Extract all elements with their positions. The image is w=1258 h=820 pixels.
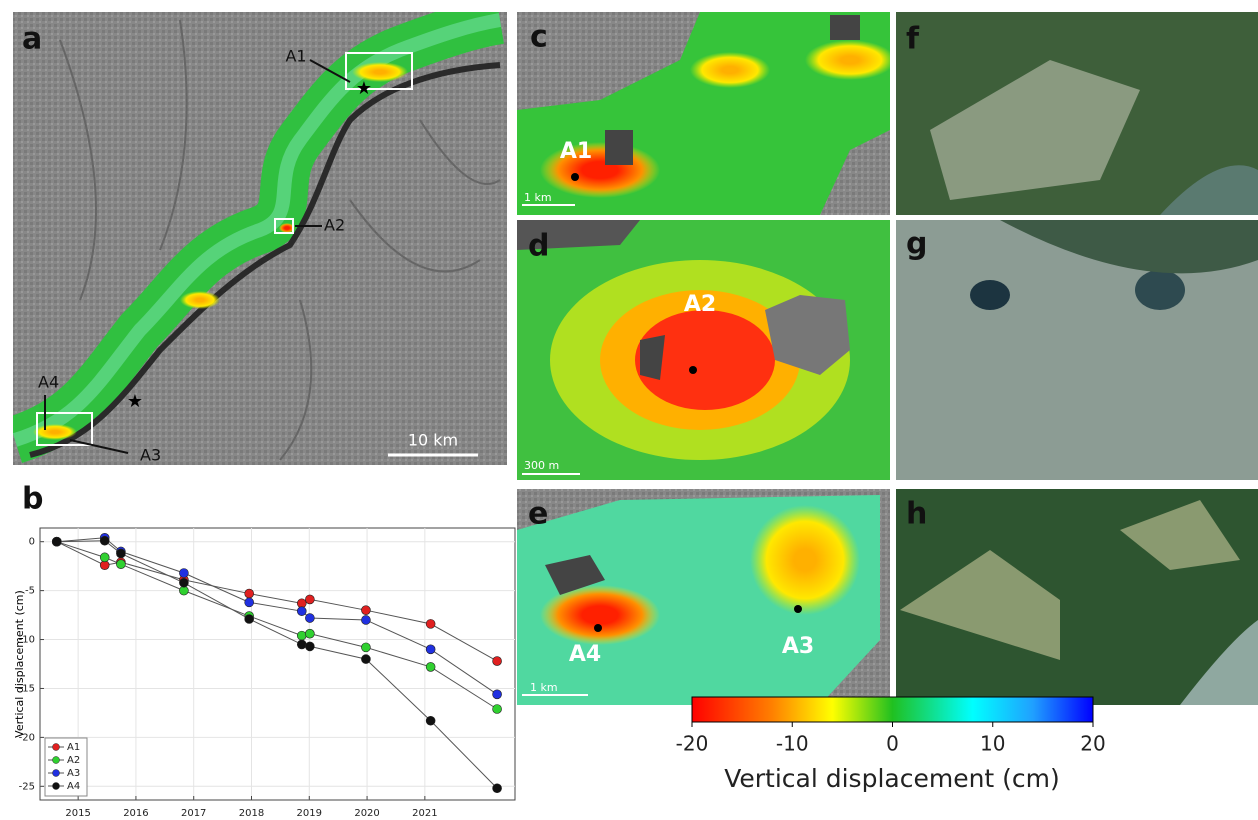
data-point <box>179 578 188 587</box>
figure: ★ ★ a A1 A2 A3 A4 10 km c A1 1 km d A2 3… <box>0 0 1258 820</box>
data-point <box>361 606 370 615</box>
panel-label: h <box>906 497 927 532</box>
data-point <box>116 560 125 569</box>
data-point <box>305 614 314 623</box>
data-point <box>245 589 254 598</box>
colorbar-tick-label: 10 <box>980 732 1005 756</box>
data-point <box>426 662 435 671</box>
data-point <box>245 614 254 623</box>
site-label: A1 <box>560 139 592 164</box>
colorbar-label: Vertical displacement (cm) <box>724 764 1060 793</box>
colorbar-axis: -20 -10 0 10 20 <box>676 722 1106 756</box>
panel-label: g <box>906 227 927 262</box>
y-tick-label: -25 <box>19 781 35 792</box>
data-point <box>493 705 502 714</box>
colorbar <box>692 697 1093 722</box>
y-tick-label: 0 <box>29 537 35 548</box>
data-point <box>361 615 370 624</box>
svg-text:★: ★ <box>356 78 372 99</box>
legend-label: A2 <box>67 755 80 766</box>
data-point <box>52 537 61 546</box>
site-label: A4 <box>38 373 59 392</box>
svg-text:★: ★ <box>127 391 143 412</box>
data-point <box>297 631 306 640</box>
satellite-panels <box>896 12 1258 705</box>
colorbar-tick-label: -10 <box>776 732 809 756</box>
scale-bar-label: 300 m <box>524 459 559 472</box>
scale-bar-label: 1 km <box>530 681 558 694</box>
site-label: A4 <box>569 642 601 667</box>
site-label: A3 <box>782 634 814 659</box>
data-point <box>361 643 370 652</box>
data-point <box>305 642 314 651</box>
x-tick-label: 2021 <box>412 808 437 819</box>
x-tick-label: 2019 <box>297 808 322 819</box>
data-point <box>493 784 502 793</box>
panel-label: e <box>528 497 548 532</box>
scale-bar-label: 10 km <box>408 431 458 450</box>
site-label: A2 <box>324 216 345 235</box>
x-tick-label: 2018 <box>239 808 264 819</box>
legend-label: A4 <box>67 781 80 792</box>
panel-label: c <box>530 20 548 55</box>
data-point <box>493 690 502 699</box>
x-tick-label: 2020 <box>354 808 379 819</box>
data-point <box>179 569 188 578</box>
legend-marker <box>53 783 60 790</box>
colorbar-tick-label: -20 <box>676 732 709 756</box>
legend-marker <box>53 757 60 764</box>
map-panel-c <box>517 12 895 215</box>
legend-marker <box>53 744 60 751</box>
data-point <box>116 549 125 558</box>
legend-label: A1 <box>67 742 80 753</box>
data-point <box>100 553 109 562</box>
data-point <box>361 655 370 664</box>
legend-marker <box>53 770 60 777</box>
colorbar-tick-label: 0 <box>886 732 899 756</box>
panel-label: b <box>22 482 43 517</box>
data-point <box>297 640 306 649</box>
data-point <box>426 716 435 725</box>
x-tick-label: 2017 <box>181 808 206 819</box>
map-panel-d <box>517 220 890 480</box>
panel-label: f <box>906 22 920 57</box>
panel-label: d <box>528 229 549 264</box>
panel-label: a <box>22 22 42 57</box>
data-point <box>297 607 306 616</box>
y-tick-label: -5 <box>25 586 35 597</box>
data-point <box>426 619 435 628</box>
data-point <box>245 598 254 607</box>
data-point <box>426 645 435 654</box>
colorbar-tick-label: 20 <box>1080 732 1105 756</box>
scale-bar-label: 1 km <box>524 191 552 204</box>
site-label: A3 <box>140 446 161 465</box>
site-label: A2 <box>684 292 716 317</box>
y-axis-label: Vertical displacement (cm) <box>13 590 26 738</box>
data-point <box>305 595 314 604</box>
data-point <box>100 536 109 545</box>
data-point <box>493 657 502 666</box>
x-tick-label: 2015 <box>65 808 90 819</box>
legend-label: A3 <box>67 768 80 779</box>
map-panel-a: ★ ★ <box>13 12 507 465</box>
data-point <box>305 629 314 638</box>
site-label: A1 <box>285 47 306 66</box>
x-tick-label: 2016 <box>123 808 148 819</box>
plot-area <box>40 528 515 800</box>
map-panel-e <box>517 489 890 705</box>
